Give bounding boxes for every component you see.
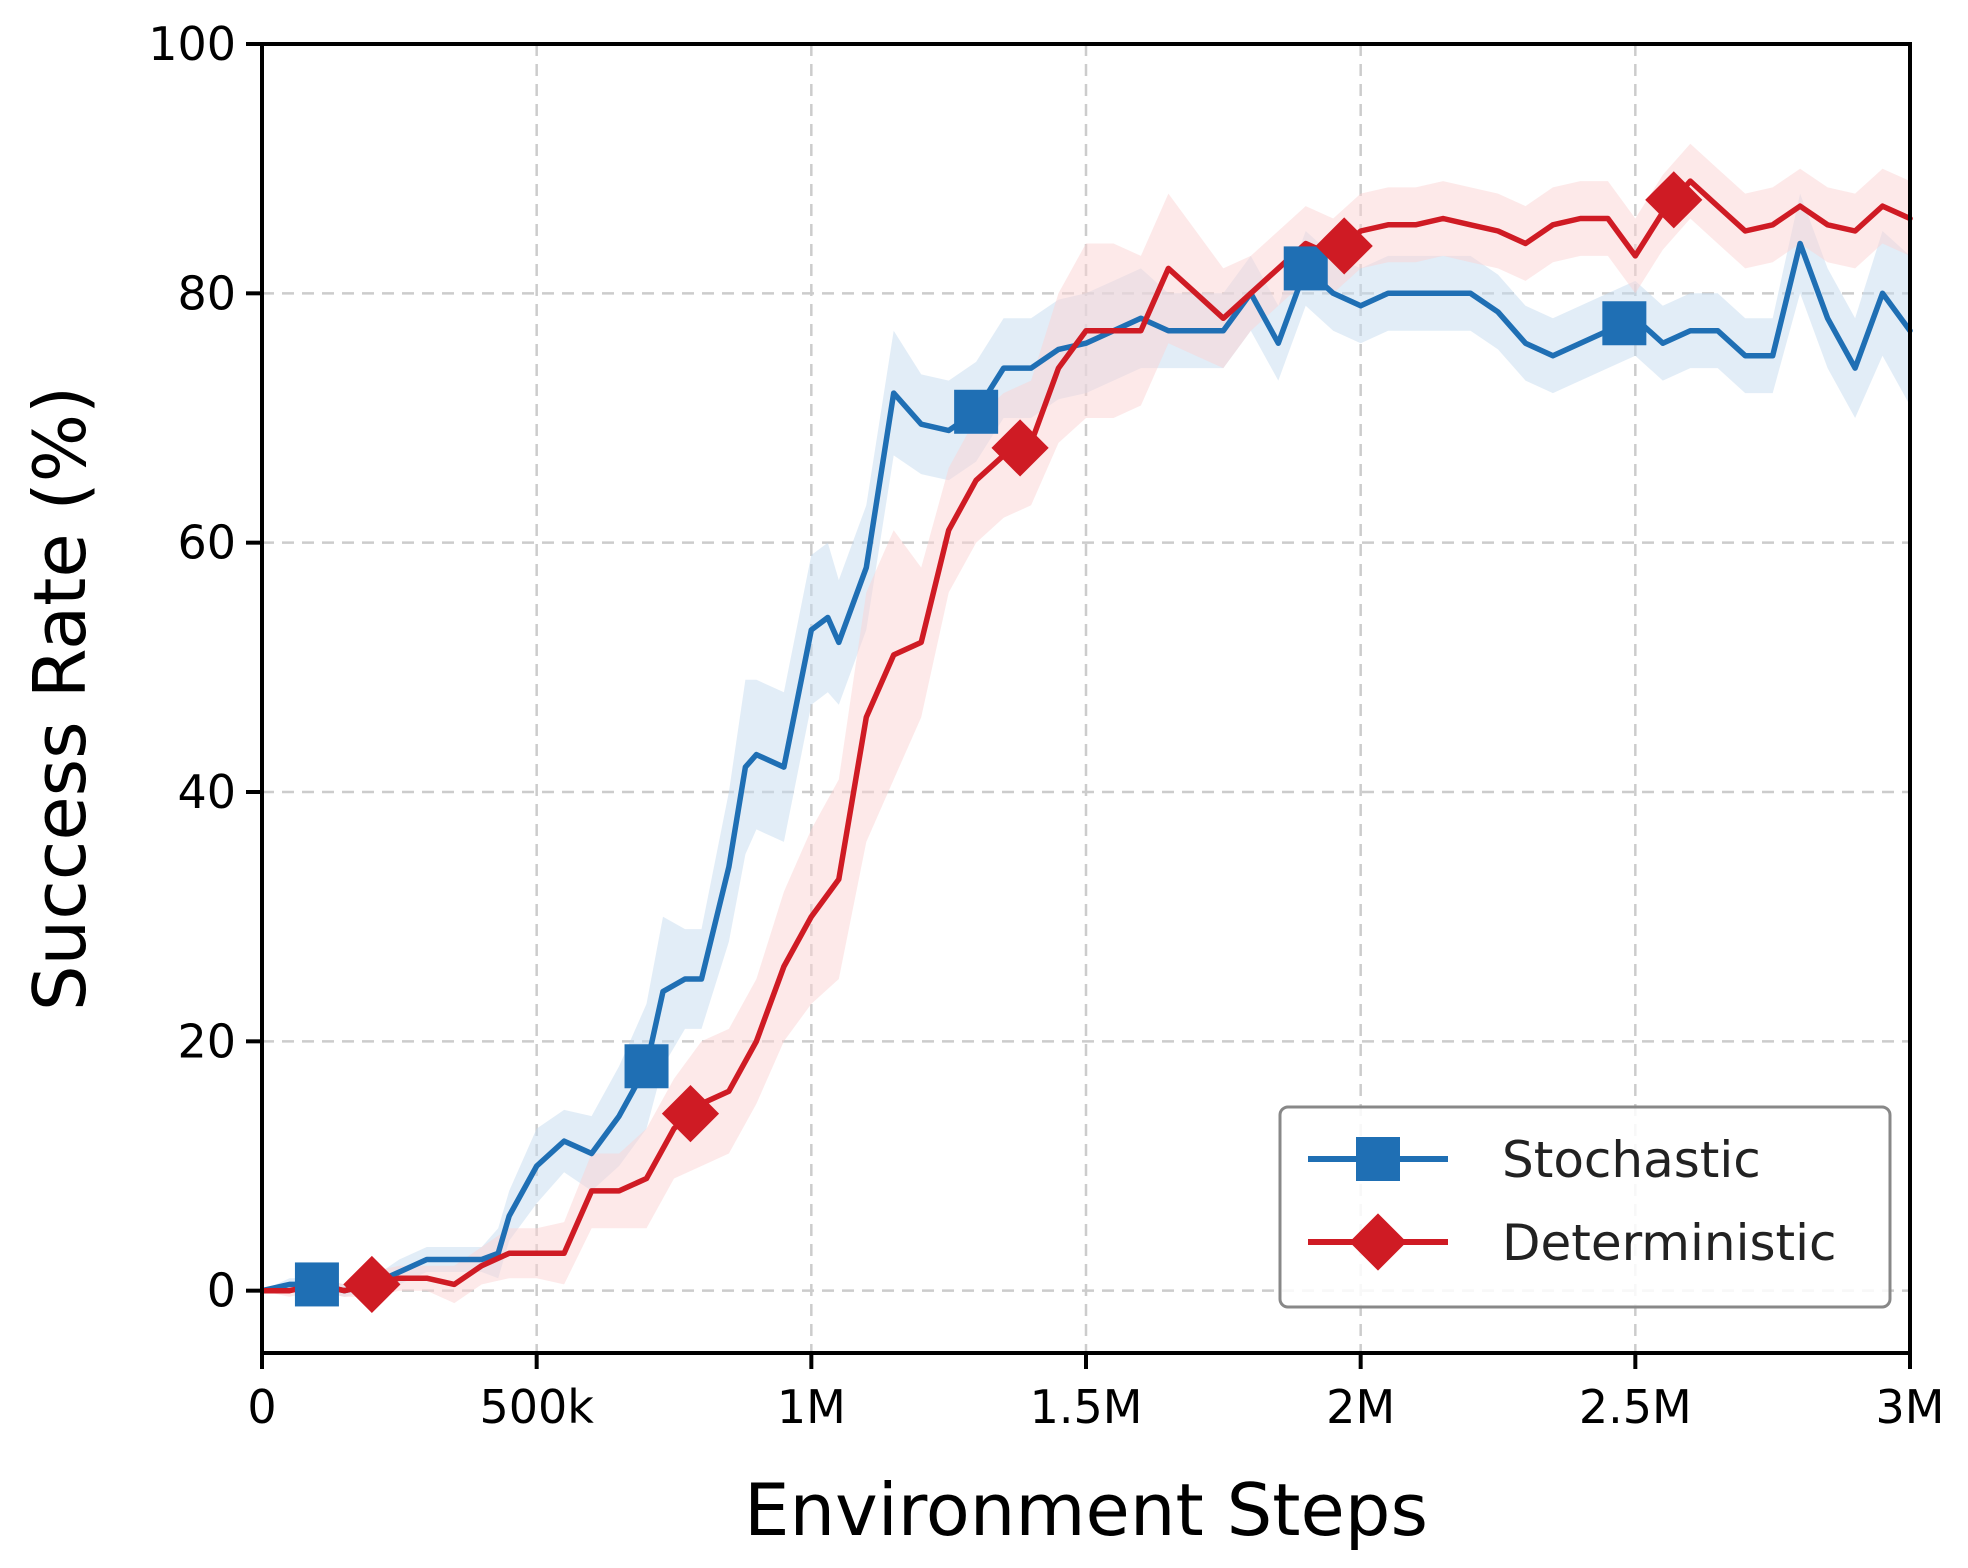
marker-stochastic — [624, 1044, 669, 1089]
legend-marker-shape — [1356, 1137, 1400, 1181]
confidence-bands — [262, 143, 1910, 1304]
marker-deterministic — [343, 1255, 401, 1314]
marker-deterministic — [1645, 171, 1703, 229]
y-tick-label: 0 — [207, 1264, 236, 1318]
y-tick-label: 60 — [177, 516, 236, 570]
x-tick-label: 2.5M — [1579, 1380, 1692, 1434]
band-stochastic — [262, 193, 1910, 1297]
axis-ticks: 0 500k 1M 1.5M 2M 2.5M 3M 0 20 40 60 80 100 — [148, 17, 1944, 1434]
marker-deterministic — [991, 419, 1049, 477]
x-tick-label: 1.5M — [1030, 1380, 1143, 1434]
marker-deterministic — [1315, 217, 1373, 275]
y-tick-label: 40 — [177, 765, 236, 819]
marker-deterministic — [661, 1085, 720, 1143]
legend-marker-shape — [1349, 1213, 1407, 1271]
x-tick-label: 3M — [1876, 1380, 1945, 1434]
y-tick-label: 20 — [177, 1014, 236, 1068]
y-tick-label: 100 — [148, 17, 236, 71]
band-deterministic — [262, 143, 1910, 1304]
marker-stochastic — [954, 389, 999, 434]
x-tick-label: 500k — [479, 1380, 594, 1434]
x-tick-label: 0 — [247, 1380, 276, 1434]
marker-stochastic — [1283, 246, 1328, 291]
legend-label-deterministic: Deterministic — [1502, 1214, 1837, 1272]
y-axis-label: Success Rate (%) — [18, 386, 102, 1011]
legend-marker-deterministic — [1349, 1213, 1407, 1271]
x-tick-label: 1M — [777, 1380, 846, 1434]
marker-stochastic — [294, 1262, 339, 1307]
legend-marker-stochastic — [1356, 1137, 1400, 1181]
y-tick-label: 80 — [177, 266, 236, 320]
series-markers — [294, 171, 1703, 1314]
legend: Stochastic Deterministic — [1278, 1105, 1892, 1309]
line-deterministic — [259, 178, 1913, 1294]
marker-stochastic — [1602, 301, 1647, 346]
legend-label-stochastic: Stochastic — [1502, 1131, 1761, 1189]
x-tick-label: 2M — [1326, 1380, 1395, 1434]
x-axis-label: Environment Steps — [744, 1468, 1428, 1552]
